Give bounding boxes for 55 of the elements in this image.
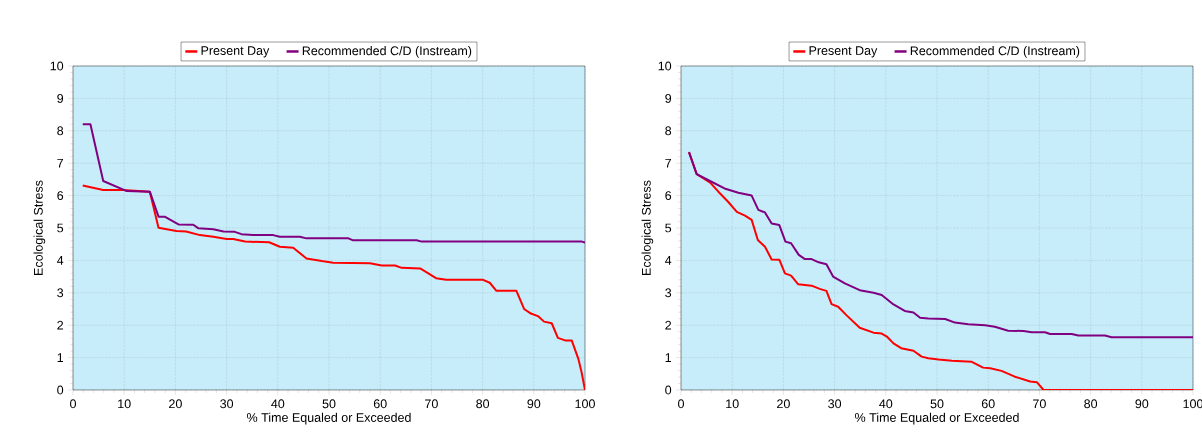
- y-tick-label: 9: [665, 93, 672, 103]
- x-axis-title: % Time Equaled or Exceeded: [855, 412, 1019, 425]
- y-tick-label: 5: [665, 223, 672, 233]
- x-tick-label: 10: [118, 399, 131, 409]
- y-tick-label: 4: [56, 256, 64, 265]
- legend-label: Present Day: [201, 46, 270, 58]
- line-series: [81, 184, 586, 390]
- x-tick-label: 30: [220, 399, 234, 409]
- x-tick-label: 60: [981, 399, 995, 409]
- x-tick-label: 80: [1084, 399, 1098, 409]
- line-series: [81, 123, 586, 244]
- x-tick-label: 20: [777, 399, 790, 409]
- x-tick-label: 30: [828, 399, 842, 409]
- legend-label: Present Day: [809, 46, 878, 58]
- y-tick-label: 5: [57, 223, 64, 233]
- legend-label: Recommended C/D (Instream): [302, 46, 472, 58]
- x-tick-label: 100: [1183, 399, 1202, 409]
- x-tick-label: 100: [575, 399, 595, 409]
- x-tick-label: 70: [425, 399, 438, 409]
- y-tick-label: 4: [664, 256, 672, 265]
- x-tick-label: 10: [726, 399, 739, 409]
- y-tick-label: 10: [658, 61, 672, 71]
- legend-label: Recommended C/D (Instream): [910, 46, 1080, 58]
- y-tick-label: 10: [50, 61, 64, 71]
- x-tick-label: 80: [476, 399, 490, 409]
- y-tick-label: 1: [665, 353, 672, 362]
- x-axis-title: % Time Equaled or Exceeded: [247, 412, 411, 425]
- y-tick-label: 3: [57, 288, 64, 298]
- x-tick-label: 90: [1135, 399, 1149, 409]
- y-tick-label: 7: [57, 158, 64, 168]
- y-tick-label: 2: [665, 320, 672, 330]
- x-tick-label: 20: [169, 399, 182, 409]
- y-axis-title: Ecological Stress: [33, 180, 46, 275]
- y-tick-label: 0: [57, 385, 64, 395]
- x-tick-label: 0: [678, 399, 684, 409]
- x-tick-label: 70: [1033, 399, 1046, 409]
- y-tick-label: 2: [57, 320, 64, 330]
- y-tick-label: 1: [57, 353, 64, 362]
- x-tick-label: 50: [930, 399, 944, 409]
- x-tick-label: 60: [373, 399, 387, 409]
- y-axis-title: Ecological Stress: [641, 180, 654, 275]
- y-tick-label: 6: [665, 191, 672, 201]
- x-tick-label: 0: [70, 399, 77, 409]
- x-tick-label: 40: [879, 399, 893, 409]
- y-tick-label: 9: [57, 93, 64, 103]
- y-tick-label: 7: [665, 158, 672, 168]
- x-tick-label: 90: [527, 399, 541, 409]
- x-tick-label: 40: [271, 399, 285, 409]
- y-tick-label: 8: [665, 126, 672, 136]
- y-tick-label: 6: [57, 191, 64, 201]
- y-tick-label: 3: [665, 288, 672, 298]
- line-series: [688, 151, 1194, 339]
- y-tick-label: 0: [665, 385, 672, 395]
- x-tick-label: 50: [322, 399, 336, 409]
- y-tick-label: 8: [57, 126, 64, 136]
